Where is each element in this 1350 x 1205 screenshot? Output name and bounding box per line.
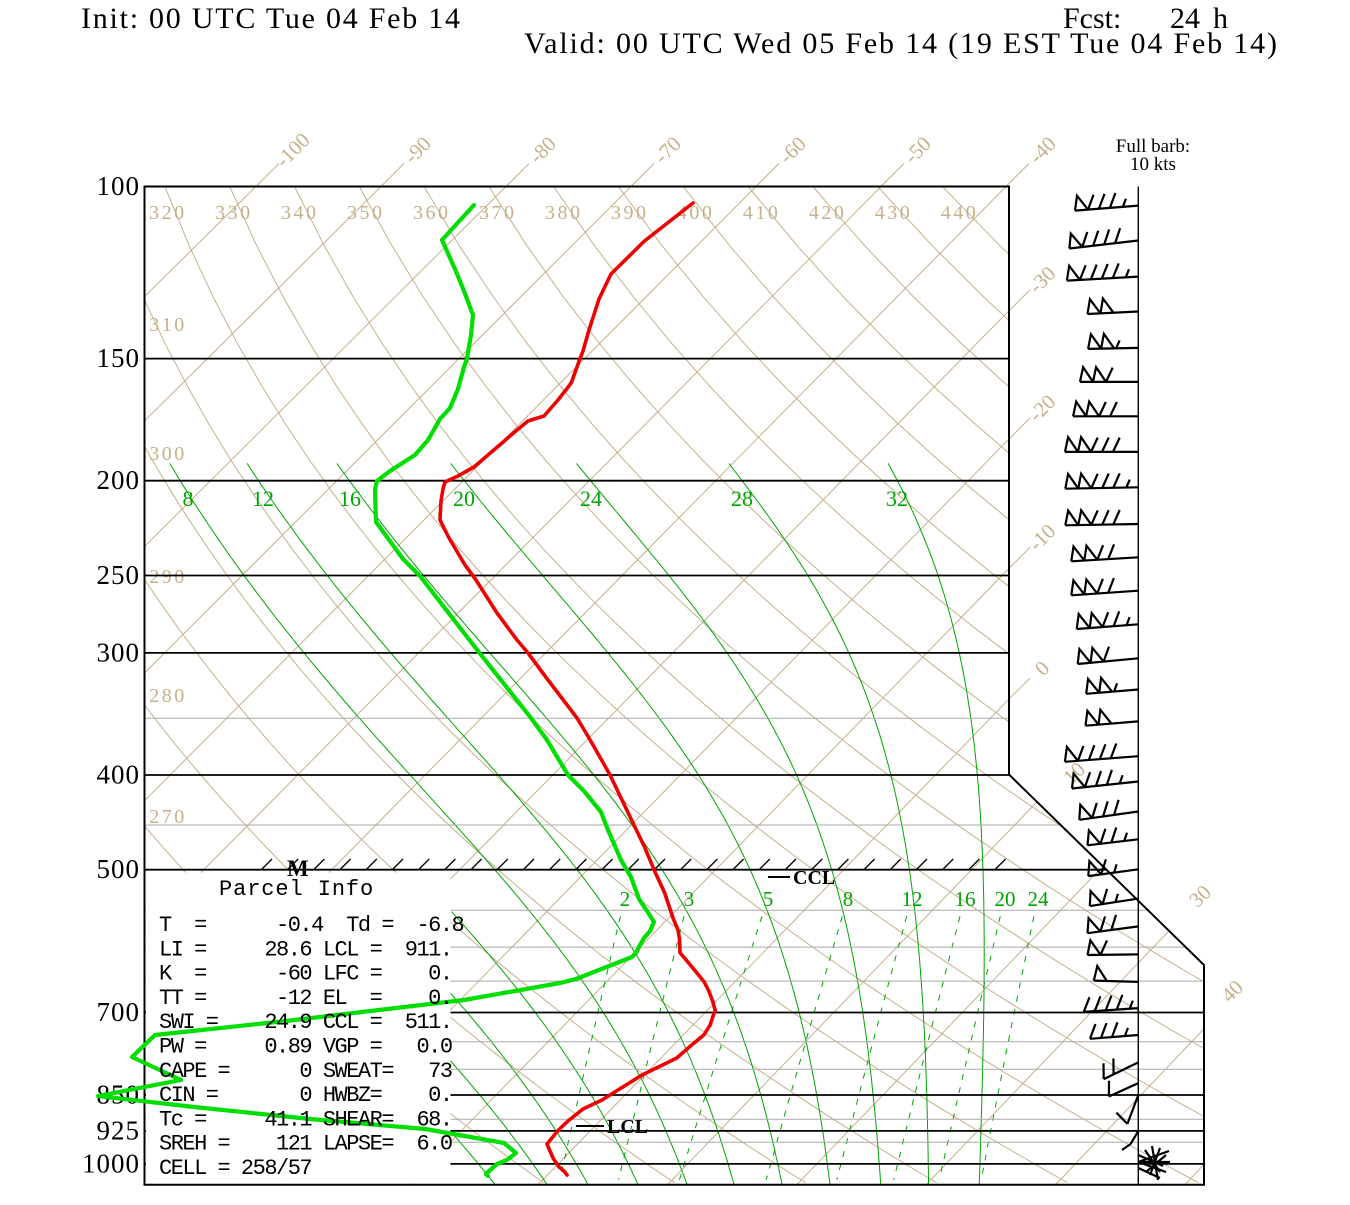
svg-text:150: 150	[97, 343, 141, 373]
svg-text:Valid: 00 UTC Wed 05 Feb 14 (1: Valid: 00 UTC Wed 05 Feb 14 (19 EST Tue …	[524, 27, 1277, 60]
svg-text:320: 320	[149, 202, 187, 224]
svg-text:300: 300	[97, 637, 141, 667]
svg-text:100: 100	[97, 171, 141, 201]
svg-text:340: 340	[281, 202, 319, 224]
svg-text:360: 360	[413, 202, 451, 224]
svg-text:1000: 1000	[82, 1148, 140, 1178]
svg-text:Init: 00 UTC Tue 04 Feb 14: Init: 00 UTC Tue 04 Feb 14	[81, 2, 460, 35]
svg-text:200: 200	[97, 465, 141, 495]
svg-text:350: 350	[347, 202, 385, 224]
svg-text:K = -60 LFC = 0.: K = -60 LFC = 0.	[159, 962, 452, 987]
svg-text:16: 16	[955, 887, 976, 911]
svg-text:370: 370	[479, 202, 517, 224]
svg-text:20: 20	[453, 486, 475, 511]
svg-text:20: 20	[995, 887, 1016, 911]
svg-text:12: 12	[902, 887, 923, 911]
svg-text:Parcel Info: Parcel Info	[219, 877, 374, 902]
svg-text:430: 430	[875, 202, 913, 224]
svg-text:Fcst:: Fcst:	[1063, 2, 1121, 35]
svg-text:CIN = 0 HWBZ= 0.: CIN = 0 HWBZ= 0.	[159, 1083, 452, 1108]
svg-text:300: 300	[149, 443, 187, 465]
svg-text:290: 290	[149, 566, 187, 588]
svg-text:M: M	[287, 856, 309, 881]
svg-text:500: 500	[97, 854, 141, 884]
svg-text:24: 24	[1170, 2, 1200, 35]
svg-text:24: 24	[1028, 887, 1050, 911]
svg-text:400: 400	[97, 760, 141, 790]
svg-text:8: 8	[183, 486, 194, 511]
svg-text:5: 5	[763, 887, 774, 911]
svg-text:T = -0.4 Td = -6.8: T = -0.4 Td = -6.8	[159, 913, 464, 938]
svg-text:CAPE = 0 SWEAT= 73: CAPE = 0 SWEAT= 73	[159, 1059, 452, 1084]
svg-text:10 kts: 10 kts	[1130, 154, 1176, 175]
svg-text:LCL: LCL	[607, 1116, 648, 1138]
svg-text:700: 700	[97, 997, 141, 1027]
svg-text:250: 250	[97, 560, 141, 590]
svg-text:32: 32	[886, 486, 908, 511]
svg-text:12: 12	[252, 486, 274, 511]
svg-text:24: 24	[580, 486, 602, 511]
svg-text:380: 380	[545, 202, 583, 224]
svg-text:925: 925	[97, 1115, 141, 1145]
svg-text:LI = 28.6 LCL = 911.: LI = 28.6 LCL = 911.	[159, 937, 452, 962]
svg-text:CCL: CCL	[793, 867, 835, 889]
svg-text:28: 28	[731, 486, 753, 511]
svg-text:h: h	[1213, 2, 1228, 35]
svg-text:SREH = 121 LAPSE= 6.0: SREH = 121 LAPSE= 6.0	[159, 1132, 452, 1157]
svg-text:420: 420	[809, 202, 847, 224]
svg-text:270: 270	[149, 806, 187, 828]
svg-text:Tc = 41.1 SHEAR= 68.: Tc = 41.1 SHEAR= 68.	[159, 1107, 452, 1132]
svg-text:SWI = 24.9 CCL = 511.: SWI = 24.9 CCL = 511.	[159, 1010, 452, 1035]
svg-text:3: 3	[684, 887, 695, 911]
svg-text:440: 440	[941, 202, 979, 224]
svg-text:280: 280	[149, 685, 187, 707]
svg-text:TT = -12 EL = 0.: TT = -12 EL = 0.	[159, 986, 452, 1011]
svg-text:CELL = 258/57: CELL = 258/57	[159, 1156, 311, 1181]
svg-text:330: 330	[215, 202, 253, 224]
svg-text:2: 2	[620, 887, 631, 911]
svg-text:410: 410	[743, 202, 781, 224]
svg-text:390: 390	[611, 202, 649, 224]
svg-text:PW = 0.89 VGP = 0.0: PW = 0.89 VGP = 0.0	[159, 1035, 452, 1060]
svg-text:310: 310	[149, 314, 187, 336]
svg-text:16: 16	[339, 486, 361, 511]
svg-text:8: 8	[843, 887, 854, 911]
svg-text:Full barb:: Full barb:	[1116, 136, 1190, 157]
